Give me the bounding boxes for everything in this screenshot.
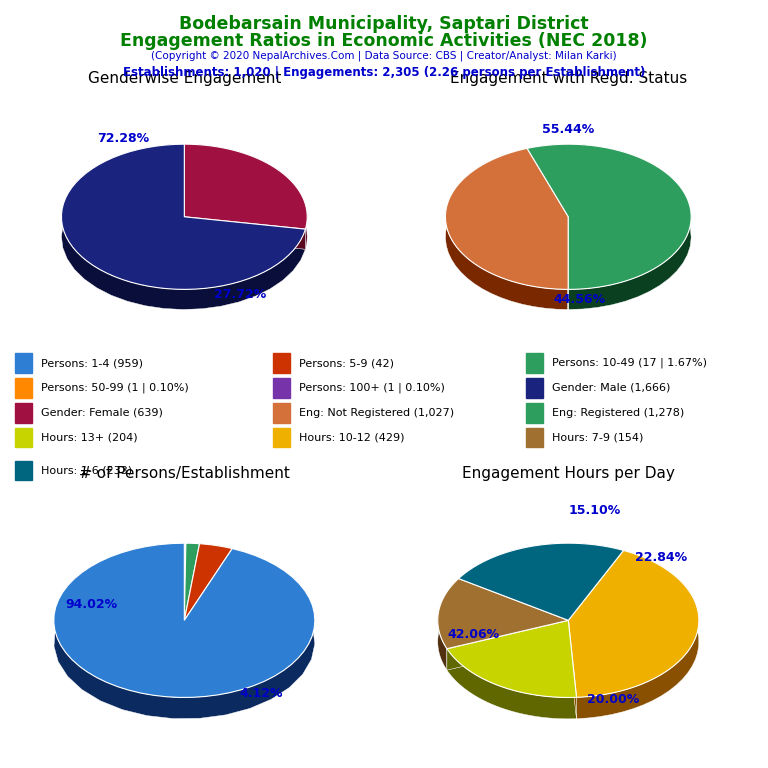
Text: 94.02%: 94.02% (66, 598, 118, 611)
Text: 4.12%: 4.12% (240, 687, 283, 700)
Polygon shape (568, 621, 577, 719)
Polygon shape (438, 578, 568, 649)
Bar (273, 428, 290, 448)
Polygon shape (184, 217, 306, 250)
Text: 27.72%: 27.72% (214, 288, 266, 301)
Polygon shape (184, 144, 307, 250)
Bar (526, 403, 543, 422)
Text: Persons: 10-49 (17 | 1.67%): Persons: 10-49 (17 | 1.67%) (552, 358, 707, 369)
Polygon shape (458, 543, 624, 621)
Polygon shape (438, 578, 458, 670)
Title: Engagement with Regd. Status: Engagement with Regd. Status (450, 71, 687, 86)
Bar (526, 428, 543, 448)
Polygon shape (445, 148, 568, 290)
Bar (15, 461, 32, 481)
Text: 44.56%: 44.56% (554, 293, 605, 306)
Polygon shape (200, 544, 232, 570)
Text: Persons: 1-4 (959): Persons: 1-4 (959) (41, 358, 144, 368)
Polygon shape (447, 621, 568, 670)
Polygon shape (54, 543, 315, 719)
Polygon shape (184, 543, 186, 621)
Text: 72.28%: 72.28% (97, 132, 149, 145)
Bar (15, 403, 32, 422)
Text: Bodebarsain Municipality, Saptari District: Bodebarsain Municipality, Saptari Distri… (179, 15, 589, 33)
Text: 55.44%: 55.44% (542, 123, 594, 136)
Bar (15, 428, 32, 448)
Polygon shape (54, 543, 315, 697)
Text: (Copyright © 2020 NepalArchives.Com | Data Source: CBS | Creator/Analyst: Milan : (Copyright © 2020 NepalArchives.Com | Da… (151, 51, 617, 61)
Title: Engagement Hours per Day: Engagement Hours per Day (462, 466, 675, 482)
Text: 22.84%: 22.84% (635, 551, 687, 564)
Text: Eng: Registered (1,278): Eng: Registered (1,278) (552, 408, 684, 418)
Polygon shape (186, 543, 200, 565)
Polygon shape (61, 144, 306, 310)
Polygon shape (185, 543, 186, 564)
Text: Eng: Not Registered (1,027): Eng: Not Registered (1,027) (299, 408, 454, 418)
Polygon shape (527, 144, 691, 290)
Bar (526, 353, 543, 373)
Polygon shape (447, 621, 568, 670)
Text: 42.06%: 42.06% (447, 628, 499, 641)
Text: Engagement Ratios in Economic Activities (NEC 2018): Engagement Ratios in Economic Activities… (121, 32, 647, 50)
Text: Gender: Male (1,666): Gender: Male (1,666) (552, 383, 670, 393)
Text: Persons: 5-9 (42): Persons: 5-9 (42) (299, 358, 394, 368)
Polygon shape (61, 144, 306, 290)
Bar (273, 378, 290, 398)
Polygon shape (447, 649, 577, 719)
Bar (273, 353, 290, 373)
Text: Gender: Female (639): Gender: Female (639) (41, 408, 164, 418)
Text: Hours: 1-6 (233): Hours: 1-6 (233) (41, 465, 133, 475)
Bar (526, 378, 543, 398)
Text: Persons: 50-99 (1 | 0.10%): Persons: 50-99 (1 | 0.10%) (41, 382, 189, 393)
Polygon shape (568, 621, 577, 719)
Polygon shape (568, 551, 699, 697)
Text: Persons: 100+ (1 | 0.10%): Persons: 100+ (1 | 0.10%) (299, 382, 445, 393)
Bar (273, 403, 290, 422)
Text: Hours: 13+ (204): Hours: 13+ (204) (41, 432, 138, 442)
Polygon shape (577, 551, 699, 719)
Polygon shape (184, 217, 306, 250)
Title: Genderwise Engagement: Genderwise Engagement (88, 71, 281, 86)
Title: # of Persons/Establishment: # of Persons/Establishment (79, 466, 290, 482)
Polygon shape (184, 543, 200, 621)
Text: Establishments: 1,020 | Engagements: 2,305 (2.26 persons per Establishment): Establishments: 1,020 | Engagements: 2,3… (123, 66, 645, 79)
Text: 20.00%: 20.00% (588, 694, 640, 707)
Text: Hours: 10-12 (429): Hours: 10-12 (429) (299, 432, 404, 442)
Polygon shape (527, 144, 691, 310)
Bar (15, 378, 32, 398)
Polygon shape (184, 144, 307, 229)
Polygon shape (458, 543, 624, 600)
Polygon shape (445, 148, 568, 310)
Bar (15, 353, 32, 373)
Polygon shape (447, 621, 577, 697)
Text: Hours: 7-9 (154): Hours: 7-9 (154) (552, 432, 644, 442)
Text: 15.10%: 15.10% (568, 504, 621, 517)
Polygon shape (184, 544, 232, 621)
